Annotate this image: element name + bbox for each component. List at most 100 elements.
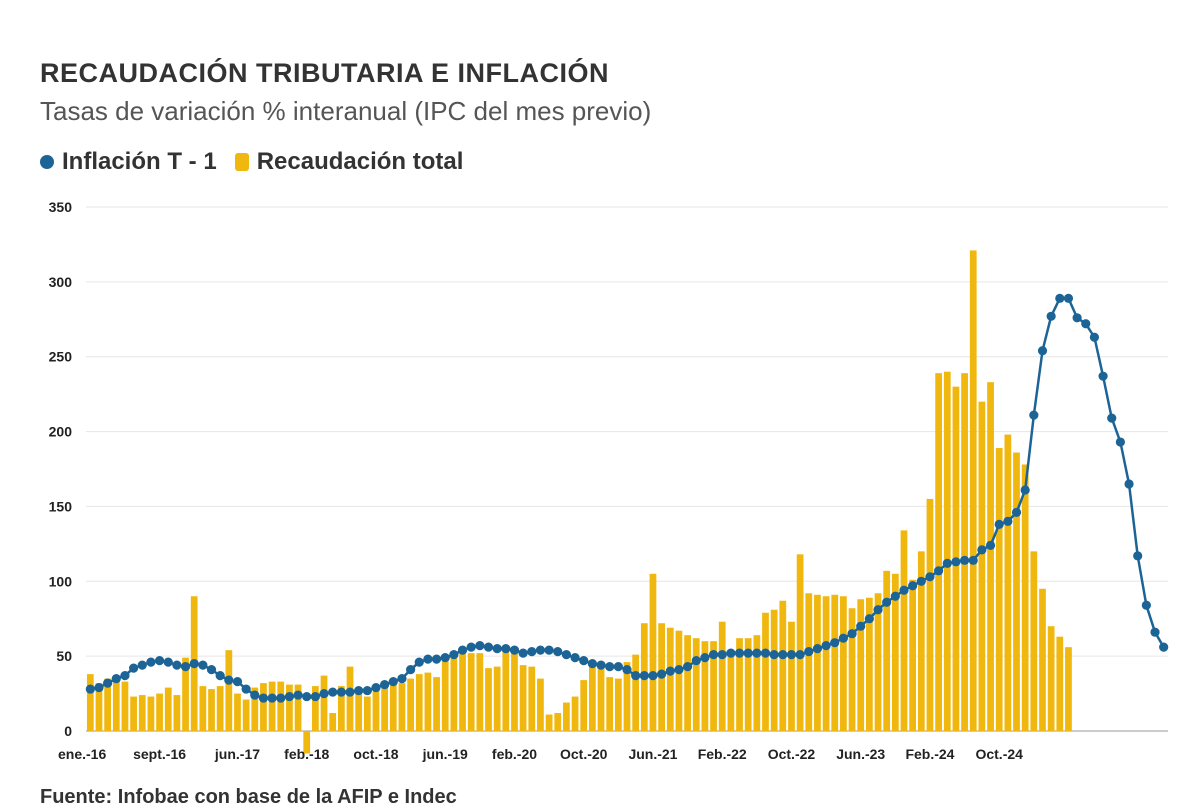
revenue-bar — [762, 612, 769, 731]
inflation-point — [1150, 627, 1160, 637]
inflation-point — [431, 654, 442, 664]
inflation-point — [890, 591, 900, 601]
inflation-point — [1133, 551, 1143, 561]
inflation-point — [925, 572, 935, 582]
revenue-bar — [294, 684, 302, 731]
revenue-bar — [173, 695, 181, 731]
inflation-line — [90, 297, 1165, 700]
y-tick-label: 50 — [56, 648, 72, 664]
revenue-bar — [545, 714, 553, 731]
inflation-point — [1029, 410, 1039, 420]
revenue-bar — [459, 653, 466, 731]
revenue-bar — [675, 630, 683, 731]
revenue-bar — [770, 609, 778, 731]
inflation-point — [1159, 642, 1169, 652]
y-tick-label: 250 — [49, 349, 73, 365]
revenue-bar — [355, 687, 363, 731]
x-tick-label: Jun.-21 — [628, 746, 677, 762]
inflation-point — [899, 585, 909, 595]
inflation-point — [1115, 437, 1125, 447]
inflation-point — [648, 671, 658, 681]
revenue-bar — [130, 696, 137, 731]
inflation-point — [830, 638, 840, 648]
inflation-point — [743, 648, 753, 658]
revenue-bar — [424, 672, 432, 731]
revenue-bar — [337, 686, 345, 731]
revenue-bar — [389, 678, 397, 731]
revenue-bar — [303, 731, 311, 754]
revenue-bar — [251, 687, 259, 731]
revenue-bar — [917, 551, 925, 731]
revenue-bar — [649, 573, 657, 731]
inflation-point — [959, 555, 970, 565]
inflation-point — [622, 665, 632, 675]
inflation-point — [908, 581, 918, 591]
revenue-bar — [112, 677, 120, 731]
inflation-point — [734, 648, 745, 658]
inflation-point — [691, 656, 701, 666]
inflation-point — [1141, 600, 1151, 610]
inflation-point — [1003, 516, 1013, 527]
revenue-bar — [320, 675, 328, 731]
revenue-bar — [398, 683, 406, 731]
revenue-bar — [1004, 434, 1012, 731]
inflation-point — [587, 659, 597, 669]
revenue-bar — [736, 638, 743, 731]
inflation-point — [968, 555, 978, 565]
revenue-bar — [485, 668, 492, 731]
inflation-point — [362, 685, 372, 696]
source-note: Fuente: Infobae con base de la AFIP e In… — [40, 786, 457, 808]
inflation-point — [129, 663, 139, 673]
inflation-point — [371, 682, 381, 693]
inflation-point — [821, 641, 831, 651]
inflation-point — [206, 665, 217, 675]
inflation-point — [388, 676, 398, 687]
inflation-point — [276, 693, 286, 703]
revenue-bar — [363, 696, 371, 731]
inflation-point — [414, 657, 424, 667]
revenue-bar — [234, 693, 241, 731]
revenue-bar — [225, 650, 233, 731]
inflation-point — [284, 691, 295, 702]
revenue-bar — [312, 686, 319, 731]
revenue-bar — [883, 570, 891, 731]
revenue-bar — [346, 666, 354, 731]
revenue-bar — [589, 665, 596, 731]
inflation-point — [1011, 507, 1022, 518]
inflation-point — [613, 662, 623, 672]
inflation-point — [579, 656, 589, 666]
inflation-point — [1072, 313, 1082, 323]
revenue-bar — [147, 696, 155, 731]
inflation-point — [856, 621, 866, 631]
inflation-point — [786, 650, 797, 660]
revenue-bar — [1013, 452, 1020, 731]
inflation-point — [657, 669, 667, 679]
inflation-point — [509, 645, 520, 655]
revenue-bar — [242, 699, 250, 731]
inflation-point — [423, 654, 433, 664]
revenue-bar — [909, 579, 917, 731]
inflation-point — [232, 676, 243, 687]
inflation-point — [293, 690, 303, 700]
revenue-bar — [987, 382, 994, 731]
inflation-point — [1020, 485, 1030, 495]
inflation-point — [804, 647, 814, 657]
legend-item-revenue: Recaudación total — [234, 148, 463, 176]
revenue-bar — [788, 621, 795, 731]
inflation-point — [838, 633, 849, 643]
inflation-point — [258, 693, 269, 703]
chart-subtitle: Tasas de variación % interanual (IPC del… — [40, 96, 652, 126]
inflation-point — [1063, 293, 1074, 303]
y-tick-label: 350 — [49, 199, 73, 215]
revenue-bar — [961, 373, 968, 731]
inflation-point — [103, 678, 113, 688]
revenue-bar — [935, 373, 942, 731]
inflation-point — [544, 645, 554, 655]
inflation-point — [873, 605, 883, 615]
inflation-point — [94, 682, 104, 693]
inflation-point — [605, 662, 615, 672]
inflation-point — [795, 650, 805, 660]
inflation-point — [535, 645, 546, 655]
revenue-bar — [164, 687, 172, 731]
inflation-point — [994, 519, 1004, 529]
